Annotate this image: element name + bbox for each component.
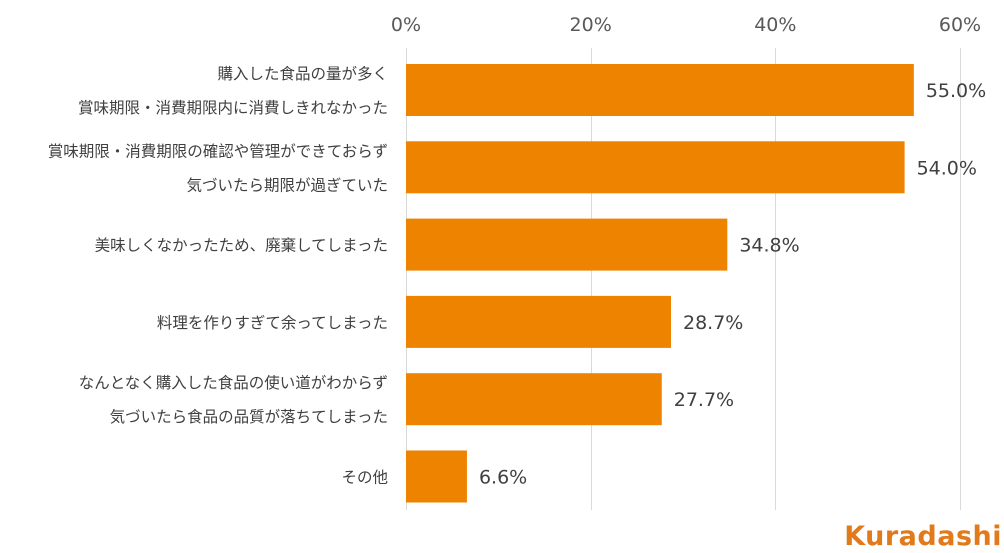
value-label: 6.6% xyxy=(479,467,527,489)
category-label-line: 気づいたら食品の品質が落ちてしまった xyxy=(110,408,388,426)
category-label-line: 賞味期限・消費期限内に消費しきれなかった xyxy=(78,99,388,117)
bar xyxy=(406,373,662,426)
value-labels: 55.0% 54.0% 34.8% 28.7% 27.7% 6.6% xyxy=(479,80,986,489)
value-label: 27.7% xyxy=(674,389,734,411)
bar xyxy=(406,295,671,348)
gridlines xyxy=(406,48,961,510)
category-label-line: なんとなく購入した食品の使い道がわからず xyxy=(79,374,388,392)
category-label: その他 xyxy=(341,469,388,487)
category-label-line: その他 xyxy=(341,469,388,487)
x-tick-label: 0% xyxy=(391,14,421,36)
value-label: 55.0% xyxy=(926,80,986,102)
category-label: 料理を作りすぎて余ってしまった xyxy=(157,313,388,332)
bar xyxy=(406,218,728,271)
x-tick-label: 20% xyxy=(570,14,612,36)
value-label: 34.8% xyxy=(739,235,799,257)
bar xyxy=(406,450,467,503)
category-label-line: 美味しくなかったため、廃棄してしまった xyxy=(95,237,388,255)
bar xyxy=(406,64,914,116)
category-label-line: 購入した食品の量が多く xyxy=(217,65,388,83)
category-label: 美味しくなかったため、廃棄してしまった xyxy=(95,237,388,255)
bars xyxy=(406,64,914,503)
x-tick-label: 40% xyxy=(754,14,796,36)
category-label-line: 気づいたら期限が過ぎていた xyxy=(186,176,388,194)
kuradashi-logo: Kuradashi xyxy=(844,521,1002,552)
value-label: 54.0% xyxy=(917,157,977,179)
category-label-line: 料理を作りすぎて余ってしまった xyxy=(157,313,388,332)
value-label: 28.7% xyxy=(683,312,743,334)
x-tick-label: 60% xyxy=(939,14,981,36)
x-axis-tick-labels: 0% 20% 40% 60% xyxy=(391,14,981,36)
bar xyxy=(406,141,905,194)
category-label-line: 賞味期限・消費期限の確認や管理ができておらず xyxy=(48,142,388,160)
category-labels: 購入した食品の量が多く賞味期限・消費期限内に消費しきれなかった賞味期限・消費期限… xyxy=(48,65,388,487)
